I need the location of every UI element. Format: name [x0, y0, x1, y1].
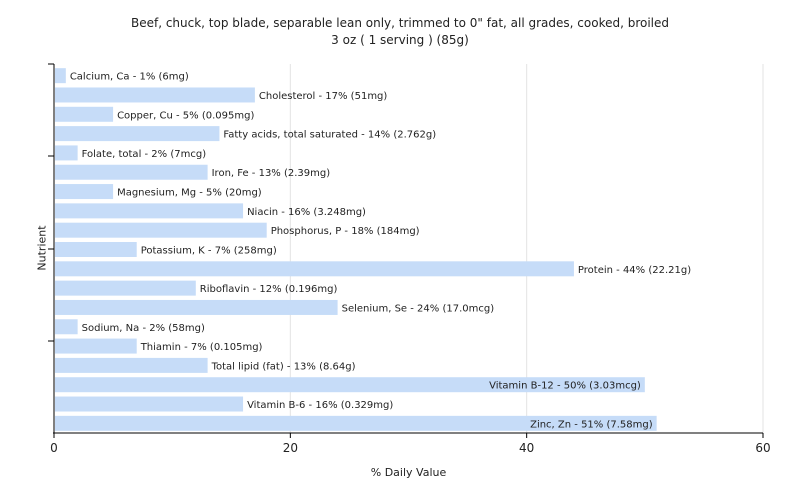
- bar: [55, 280, 196, 296]
- bar: [55, 68, 66, 84]
- x-tick-label: 20: [283, 441, 298, 455]
- bar-label: Vitamin B-12 - 50% (3.03mcg): [489, 381, 641, 392]
- x-tick-label: 60: [755, 441, 770, 455]
- chart-subtitle: 3 oz ( 1 serving ) (85g): [331, 33, 469, 47]
- bar-label: Cholesterol - 17% (51mg): [259, 91, 388, 102]
- y-axis-label: Nutrient: [35, 225, 49, 271]
- bar: [55, 261, 574, 277]
- bar: [55, 319, 78, 335]
- bar: [55, 415, 657, 431]
- x-tick-label: 40: [519, 441, 534, 455]
- bar-label: Protein - 44% (22.21g): [578, 265, 691, 276]
- bar-label: Folate, total - 2% (7mcg): [82, 149, 207, 160]
- x-tick-label: 0: [50, 441, 58, 455]
- bar-label: Calcium, Ca - 1% (6mg): [70, 72, 189, 83]
- bar-label: Magnesium, Mg - 5% (20mg): [117, 188, 262, 199]
- bar: [55, 222, 267, 238]
- bar: [55, 184, 114, 200]
- chart-title: Beef, chuck, top blade, separable lean o…: [130, 16, 670, 30]
- bar-label: Vitamin B-6 - 16% (0.329mg): [247, 400, 393, 411]
- bar: [55, 106, 114, 122]
- bar: [55, 242, 137, 257]
- x-axis-label: % Daily Value: [370, 466, 447, 479]
- bar-label: Iron, Fe - 13% (2.39mg): [212, 168, 331, 179]
- bar-label: Copper, Cu - 5% (0.095mg): [117, 110, 254, 121]
- bar-label: Zinc, Zn - 51% (7.58mg): [530, 419, 653, 430]
- bar: [55, 145, 78, 161]
- bar-label: Phosphorus, P - 18% (184mg): [271, 226, 420, 237]
- bar: [55, 164, 208, 180]
- bar: [55, 338, 137, 354]
- bar: [55, 203, 244, 219]
- bar: [55, 357, 208, 373]
- bar: [55, 377, 645, 393]
- bar-label: Niacin - 16% (3.248mg): [247, 207, 366, 218]
- bar-label: Riboflavin - 12% (0.196mg): [200, 284, 338, 295]
- bar-label: Total lipid (fat) - 13% (8.64g): [211, 361, 356, 372]
- bar: [55, 299, 338, 315]
- bar-label: Thiamin - 7% (0.105mg): [140, 342, 263, 353]
- bar-label: Potassium, K - 7% (258mg): [141, 246, 277, 257]
- bar-label: Fatty acids, total saturated - 14% (2.76…: [223, 130, 436, 141]
- bar: [55, 396, 244, 412]
- bar-label: Sodium, Na - 2% (58mg): [82, 323, 205, 334]
- bar: [55, 126, 220, 142]
- bar-label: Selenium, Se - 24% (17.0mcg): [342, 303, 495, 314]
- bar: [55, 87, 255, 103]
